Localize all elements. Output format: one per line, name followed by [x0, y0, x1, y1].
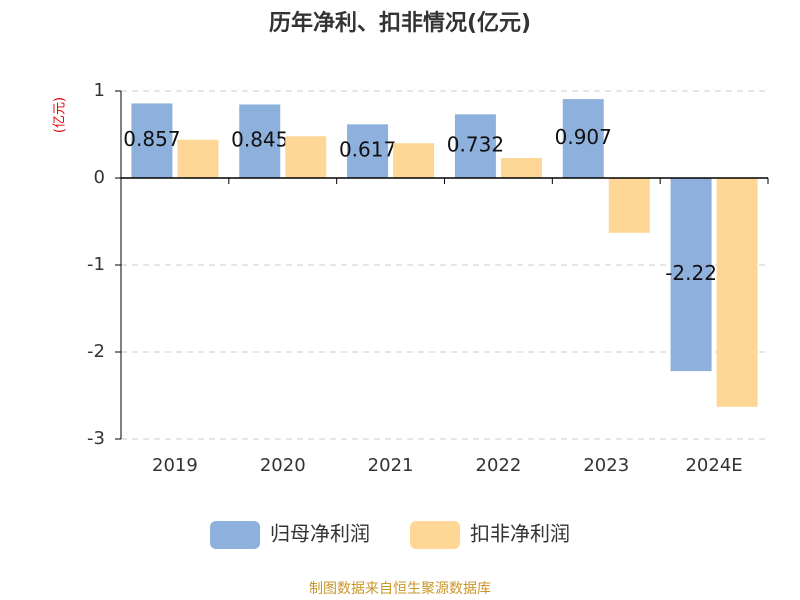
x-tick-label: 2021 — [368, 455, 414, 476]
data-label: 0.907 — [555, 125, 612, 149]
bar — [347, 124, 389, 178]
bar — [239, 104, 281, 178]
legend-swatch — [410, 521, 460, 549]
data-label: 0.732 — [447, 133, 504, 157]
x-tick-label: 2019 — [152, 455, 198, 476]
x-tick-label: 2023 — [583, 455, 629, 476]
y-tick-label: 1 — [94, 80, 105, 101]
y-tick-label: -1 — [87, 254, 105, 275]
bar — [131, 103, 173, 178]
legend-label: 扣非净利润 — [470, 522, 570, 546]
legend-swatch — [210, 521, 260, 549]
bar — [454, 114, 496, 178]
bar — [562, 99, 604, 178]
x-tick-label: 2022 — [476, 455, 522, 476]
bar — [670, 178, 712, 372]
bar — [393, 143, 435, 178]
legend-label: 归母净利润 — [270, 522, 370, 546]
bar — [285, 136, 327, 178]
chart-title: 历年净利、扣非情况(亿元) — [269, 10, 531, 36]
data-label: 0.857 — [123, 127, 180, 151]
bar — [500, 157, 542, 178]
data-label: 0.617 — [339, 138, 396, 162]
bar — [716, 178, 758, 407]
data-label: 0.845 — [231, 128, 288, 152]
x-tick-label: 2024E — [685, 455, 742, 476]
data-label: -2.22 — [665, 261, 717, 285]
y-tick-label: 0 — [94, 167, 105, 188]
y-tick-label: -3 — [87, 428, 105, 449]
source-note: 制图数据来自恒生聚源数据库 — [309, 581, 491, 597]
bar — [177, 139, 219, 178]
y-tick-label: -2 — [87, 341, 105, 362]
x-tick-label: 2020 — [260, 455, 306, 476]
bar — [608, 178, 650, 233]
y-axis-label: (亿元) — [53, 97, 68, 133]
